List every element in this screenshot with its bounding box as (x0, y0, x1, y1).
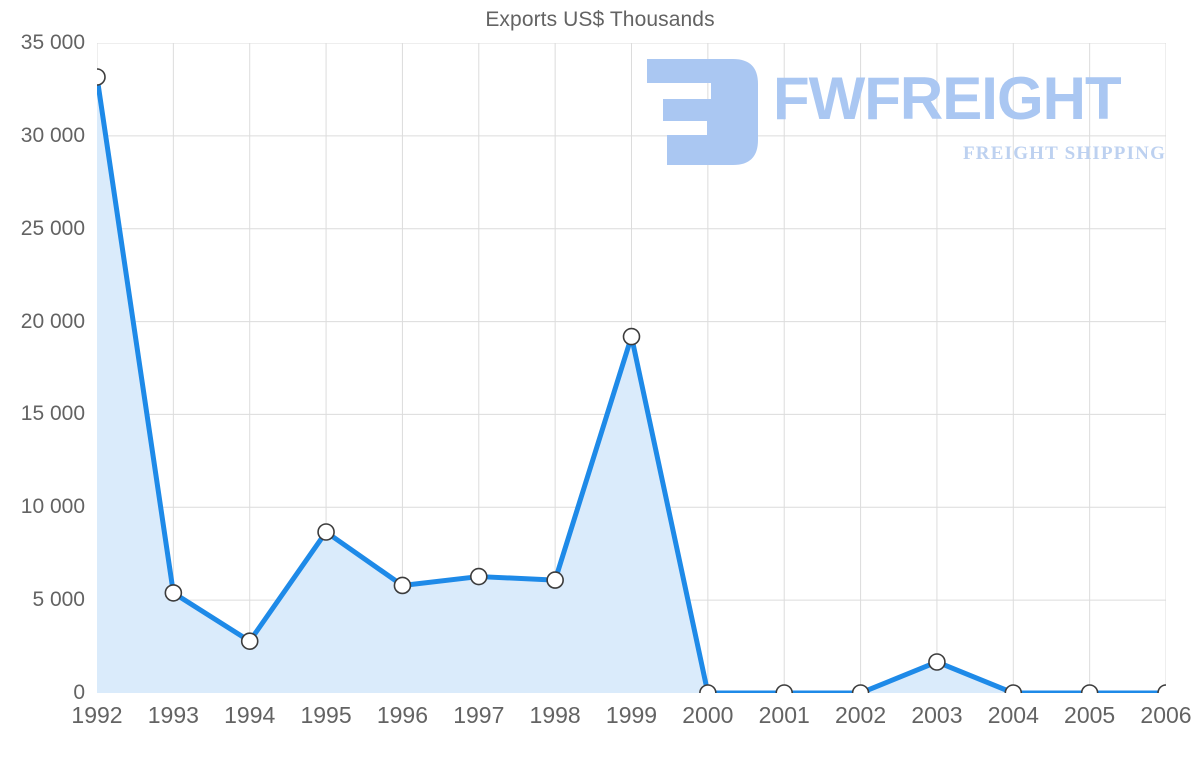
fwfreight-logo-icon (647, 59, 758, 165)
x-axis-labels: 1992 1993 1994 1995 1996 1997 1998 1999 2000 2001… (0, 702, 1200, 742)
watermark: FWFREIGHT FREIGHT SHIPPING (97, 43, 1166, 693)
x-tick-label: 2005 (1064, 702, 1116, 728)
y-axis-labels: 0 5 000 10 000 15 000 20 000 25 000 30 000 35 0… (0, 0, 97, 763)
x-tick-label: 1995 (300, 702, 352, 728)
data-series (97, 43, 1166, 693)
y-tick-label: 20 000 (20, 309, 85, 333)
y-tick-label: 0 (73, 681, 85, 704)
data-point-marker[interactable] (97, 69, 105, 85)
watermark-brand: FWFREIGHT (773, 65, 1122, 132)
data-point-marker[interactable] (853, 685, 869, 693)
data-point-marker[interactable] (318, 524, 334, 540)
x-tick-label: 1994 (224, 702, 276, 728)
data-point-marker[interactable] (547, 572, 563, 588)
y-tick-label: 10 000 (20, 495, 85, 519)
watermark-tagline: FREIGHT SHIPPING (963, 143, 1167, 164)
x-tick-label: 1997 (453, 702, 505, 728)
x-tick-label: 2003 (911, 702, 963, 728)
x-tick-label: 1992 (71, 702, 123, 728)
x-tick-label: 2006 (1140, 702, 1192, 728)
data-point-marker[interactable] (242, 633, 258, 649)
data-point-marker[interactable] (1082, 685, 1098, 693)
y-tick-label: 25 000 (20, 216, 85, 240)
y-tick-label: 35 000 (20, 31, 85, 54)
data-point-marker[interactable] (929, 654, 945, 670)
data-point-marker[interactable] (1158, 685, 1166, 693)
x-tick-label: 1998 (529, 702, 581, 728)
data-point-marker[interactable] (165, 585, 181, 601)
data-point-marker[interactable] (394, 577, 410, 593)
x-tick-label: 1999 (605, 702, 658, 728)
data-point-marker[interactable] (471, 569, 487, 585)
x-tick-label: 2002 (834, 702, 887, 728)
data-point-marker[interactable] (776, 685, 792, 693)
x-tick-label: 2004 (987, 702, 1039, 728)
y-tick-label: 5 000 (32, 588, 85, 612)
x-tick-label: 2000 (682, 702, 734, 728)
x-tick-label: 1996 (376, 702, 429, 728)
x-tick-label: 2001 (758, 702, 810, 728)
y-tick-label: 15 000 (20, 402, 85, 426)
data-point-marker[interactable] (1005, 685, 1021, 693)
y-tick-label: 30 000 (20, 123, 85, 147)
data-point-marker[interactable] (624, 329, 640, 345)
chart-title: Exports US$ Thousands (485, 8, 715, 31)
area-fill (97, 76, 1166, 693)
data-point-marker[interactable] (700, 685, 716, 693)
plot-area: FWFREIGHT FREIGHT SHIPPING (97, 43, 1166, 693)
x-tick-label: 1993 (147, 702, 199, 728)
